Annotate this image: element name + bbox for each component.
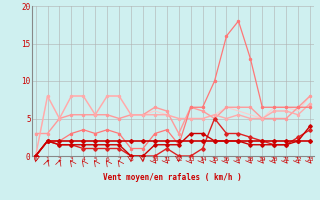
X-axis label: Vent moyen/en rafales ( km/h ): Vent moyen/en rafales ( km/h ) xyxy=(103,174,242,182)
